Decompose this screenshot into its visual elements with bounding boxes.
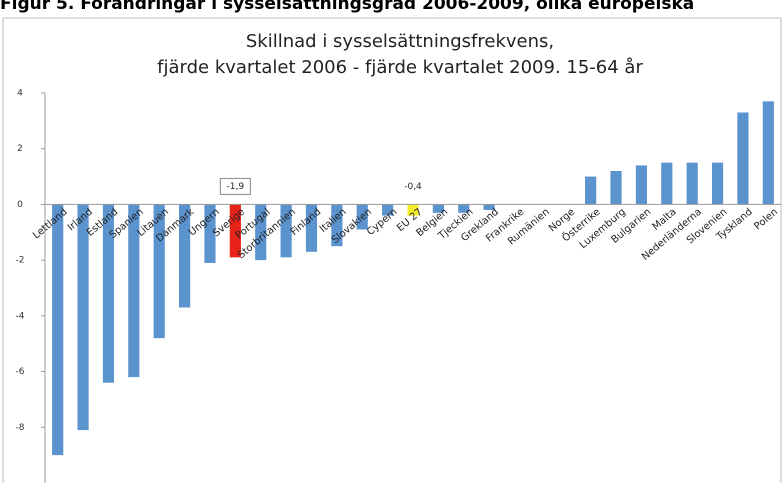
value-label: -1,9 (227, 182, 245, 192)
bar (610, 171, 622, 205)
bar (407, 204, 419, 216)
bar (331, 204, 343, 247)
figure-caption: Figur 5. Förändringar i sysselsättningsg… (0, 0, 694, 14)
bar (77, 204, 89, 431)
y-tick-label: -2 (16, 256, 25, 266)
bar (102, 204, 115, 383)
bar (711, 162, 724, 205)
y-tick-label: 2 (17, 144, 23, 154)
y-tick-label: 0 (17, 200, 23, 210)
bar (382, 204, 394, 216)
bar (280, 204, 292, 258)
bar (305, 204, 318, 252)
chart-title: fjärde kvartalet 2006 - fjärde kvartalet… (157, 57, 643, 78)
y-tick-label: -4 (16, 311, 25, 321)
bar (153, 204, 165, 339)
value-label: -0,4 (404, 182, 422, 192)
bar (229, 204, 241, 258)
bar (483, 204, 495, 210)
bar (255, 204, 267, 261)
bar (179, 204, 191, 308)
bar (635, 165, 647, 205)
y-tick-label: -8 (16, 423, 25, 433)
bar (432, 204, 444, 213)
bar (585, 176, 597, 205)
bar (356, 204, 368, 230)
y-tick-label: 4 (17, 89, 23, 99)
bar (737, 112, 749, 205)
y-tick-label: -6 (16, 367, 25, 377)
chart-frame (2, 17, 782, 483)
bar (204, 204, 216, 263)
bar (52, 204, 64, 456)
chart-title: Skillnad i sysselsättningsfrekvens, (246, 31, 554, 52)
bar (686, 162, 698, 205)
bar (762, 101, 774, 205)
bar (128, 204, 140, 378)
label-box (219, 177, 251, 195)
bar (458, 204, 470, 213)
bar (661, 162, 673, 205)
